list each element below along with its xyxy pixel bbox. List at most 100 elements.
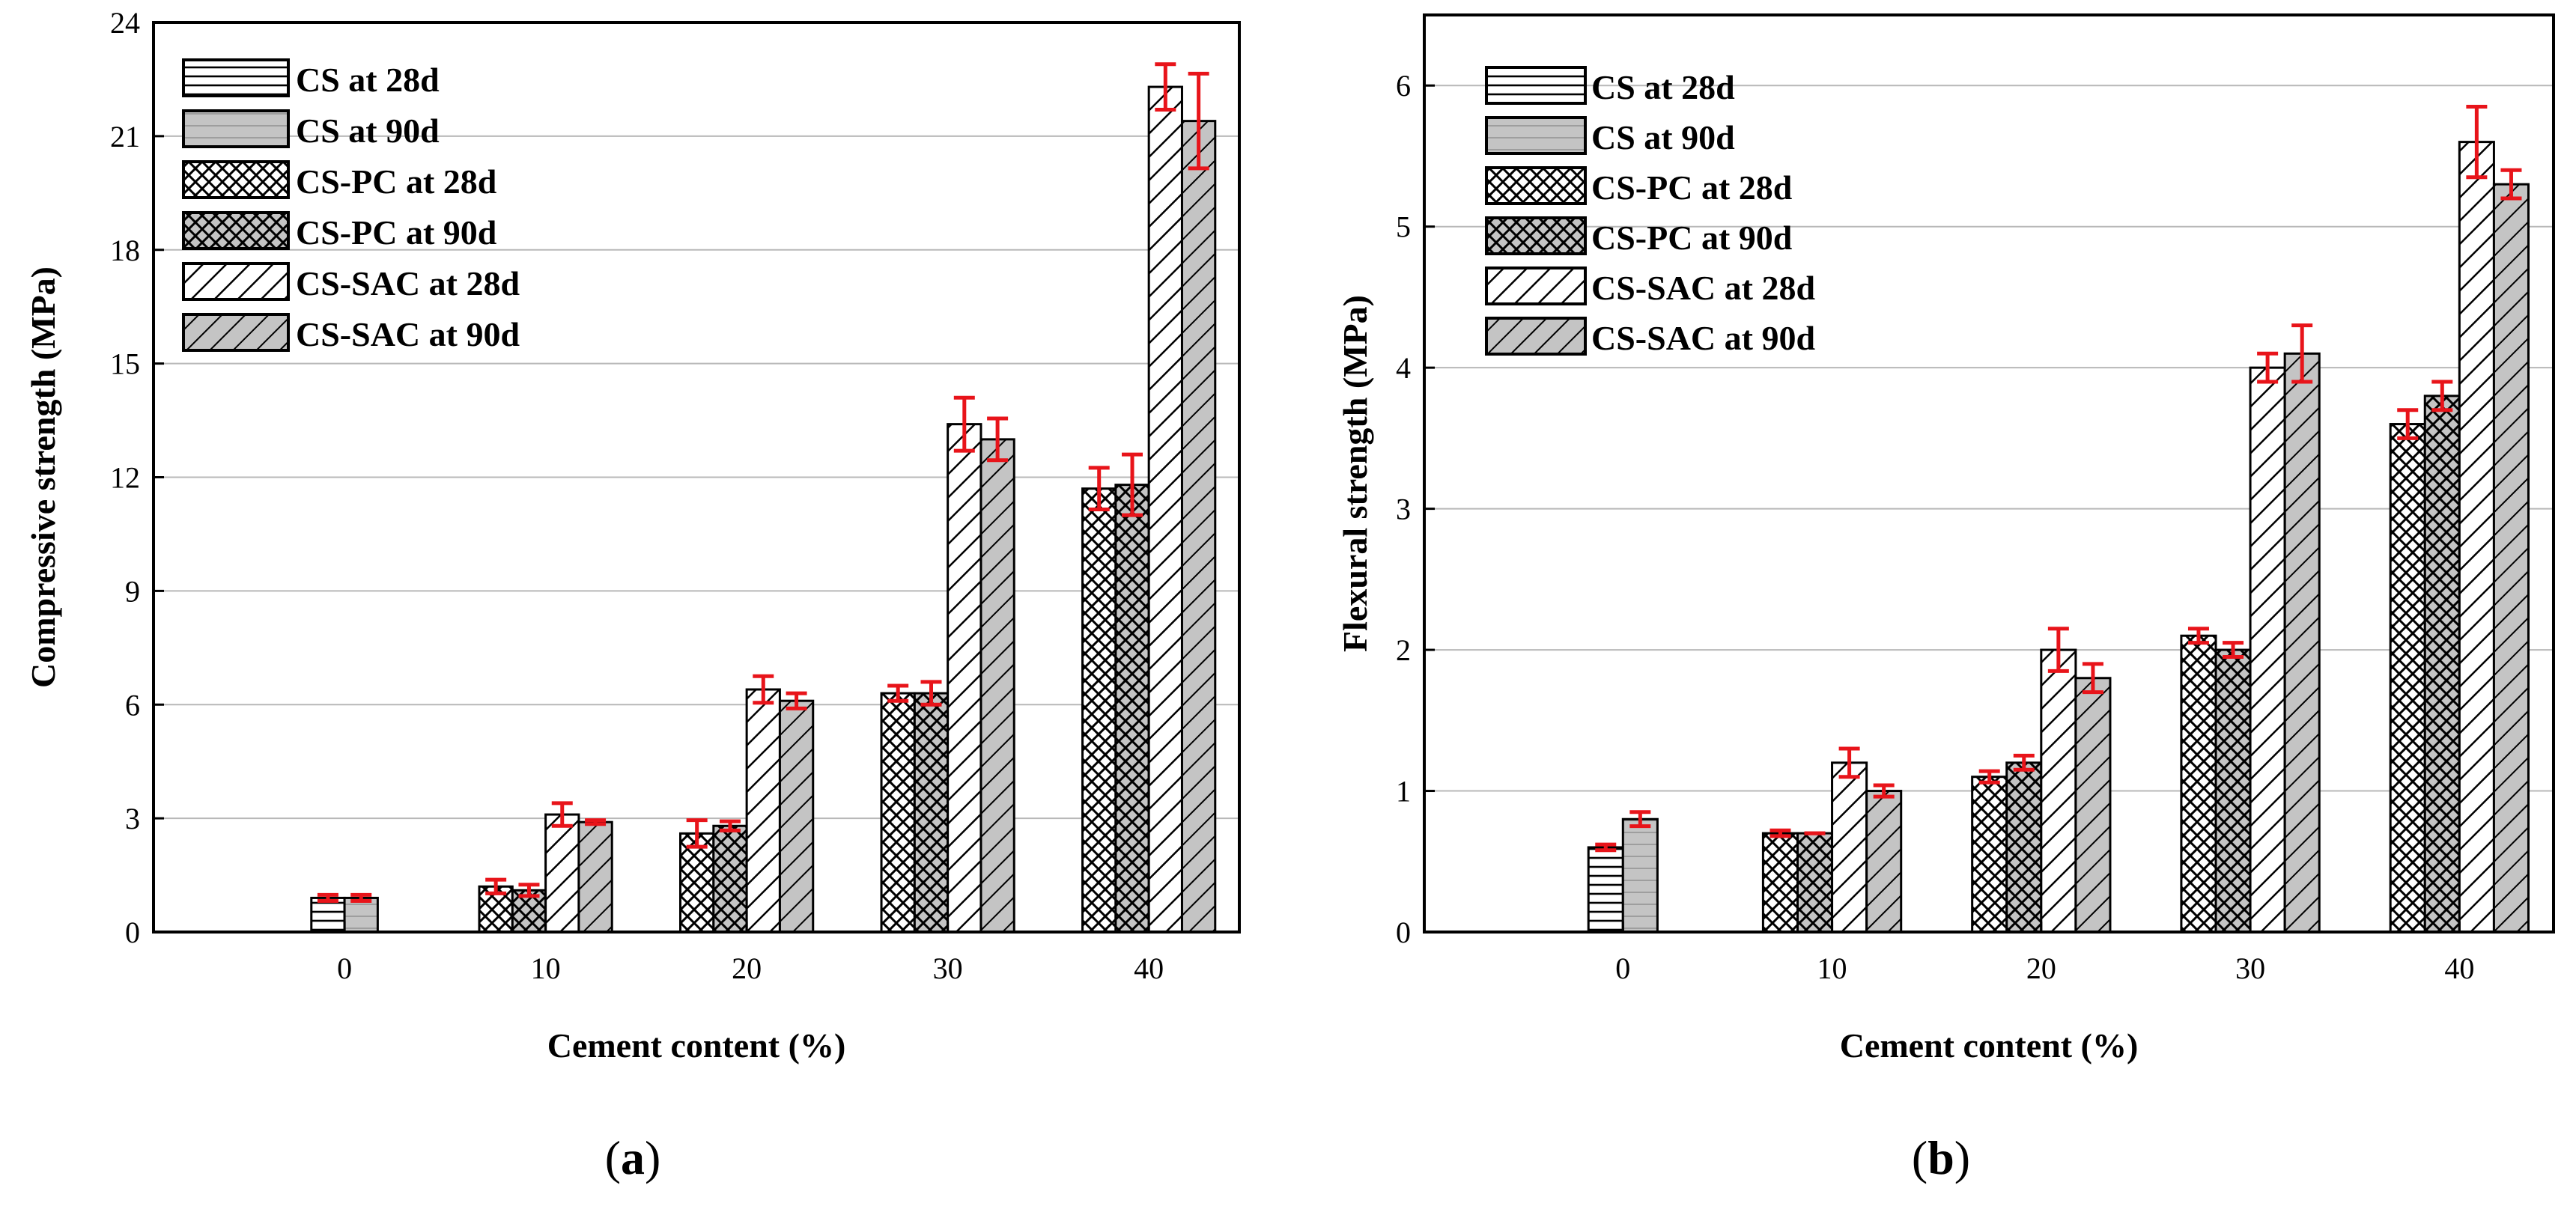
error-bar-cs-sac-at-28d-40 — [1155, 62, 1176, 112]
error-bar-cs-sac-at-90d-20 — [2082, 662, 2103, 695]
panel-caption: (b) — [1912, 1131, 1970, 1184]
y-tick-label: 21 — [110, 120, 140, 153]
legend-label: CS-PC at 28d — [296, 162, 497, 201]
legend-item-cs-pc-at-28d: CS-PC at 28d — [182, 160, 497, 201]
legend-swatch — [1485, 66, 1587, 105]
panel-caption: (a) — [605, 1131, 661, 1184]
bar-cs-sac-at-28d-10 — [544, 813, 580, 934]
bar-cs-sac-at-90d-30 — [979, 438, 1015, 934]
legend-item-cs-pc-at-90d: CS-PC at 90d — [182, 211, 497, 252]
error-bar-cs-sac-at-28d-10 — [551, 801, 573, 828]
x-axis-label: Cement content (%) — [547, 1026, 846, 1065]
bar-cs-at-90d-0 — [343, 896, 379, 934]
legend-label: CS-SAC at 90d — [1591, 319, 1815, 357]
legend-swatch — [1485, 267, 1587, 305]
legend-swatch — [182, 58, 290, 97]
plot-frame — [1423, 13, 2555, 934]
bar-cs-pc-at-28d-20 — [1971, 776, 2008, 934]
legend-label: CS at 28d — [1591, 68, 1735, 106]
y-tick-label: 9 — [125, 574, 140, 608]
x-axis-label: Cement content (%) — [1840, 1026, 2139, 1065]
x-axis-ticks: 0 10 20 30 40 — [337, 922, 1164, 985]
error-bar-cs-pc-at-28d-30 — [2187, 627, 2209, 645]
bar-cs-sac-at-28d-10 — [1831, 761, 1868, 934]
error-bar-cs-at-28d-0 — [1595, 842, 1617, 853]
x-tick-label: 0 — [337, 951, 352, 985]
legend-label: CS-PC at 90d — [1591, 219, 1793, 257]
legend-label: CS-SAC at 28d — [1591, 269, 1815, 307]
bar-cs-sac-at-90d-30 — [2283, 352, 2321, 934]
legend-item-cs-at-90d: CS at 90d — [1485, 116, 1735, 156]
y-tick-label: 15 — [110, 347, 140, 381]
legend-item-cs-sac-at-28d: CS-SAC at 28d — [1485, 267, 1815, 307]
y-tick-label: 1 — [1396, 775, 1411, 808]
panel-caption-letter: b — [1928, 1131, 1954, 1184]
y-axis-ticks: 0 1 2 3 4 5 6 — [1396, 69, 1435, 949]
legend-swatch — [1485, 166, 1587, 205]
y-tick-label: 2 — [1396, 633, 1411, 667]
bar-cs-sac-at-90d-40 — [2492, 183, 2530, 934]
x-tick-label: 0 — [1615, 951, 1630, 985]
legend-item-cs-pc-at-90d: CS-PC at 90d — [1485, 216, 1793, 257]
bar-cs-pc-at-90d-30 — [913, 692, 950, 934]
panel-caption-letter: a — [621, 1131, 645, 1184]
bar-cs-sac-at-90d-20 — [2074, 677, 2112, 934]
legend-swatch — [182, 211, 290, 250]
legend-label: CS at 28d — [296, 61, 440, 99]
legend-label: CS-PC at 28d — [1591, 168, 1793, 207]
legend: CS at 28d CS at 90d CS-PC at 28d CS-PC at 9… — [182, 58, 520, 353]
error-bar-cs-sac-at-28d-20 — [753, 674, 774, 705]
y-tick-label: 0 — [1396, 916, 1411, 949]
error-bar-cs-sac-at-90d-10 — [585, 818, 607, 826]
error-bar-cs-sac-at-90d-30 — [2291, 323, 2313, 384]
legend-label: CS-SAC at 90d — [296, 315, 520, 353]
bar-cs-sac-at-28d-30 — [947, 423, 982, 934]
error-bar-cs-pc-at-90d-40 — [2431, 380, 2453, 412]
legend-item-cs-at-28d: CS at 28d — [182, 58, 440, 99]
legend: CS at 28d CS at 90d CS-PC at 28d CS-PC at 9… — [1485, 66, 1815, 357]
error-bar-cs-pc-at-28d-30 — [887, 683, 909, 703]
legend-swatch — [182, 109, 290, 148]
bar-cs-sac-at-90d-40 — [1180, 120, 1217, 934]
error-bar-cs-sac-at-90d-30 — [987, 416, 1009, 463]
legend-swatch — [1485, 317, 1587, 356]
error-bar-cs-pc-at-90d-10 — [518, 883, 540, 898]
error-bar-cs-at-28d-0 — [317, 892, 338, 903]
bar-cs-at-28d-0 — [310, 896, 346, 934]
y-tick-label: 0 — [125, 916, 140, 949]
bar-cs-pc-at-90d-10 — [1796, 832, 1834, 934]
x-axis-ticks: 0 10 20 30 40 — [1615, 922, 2474, 985]
y-tick-label: 6 — [1396, 69, 1411, 103]
legend-item-cs-at-28d: CS at 28d — [1485, 66, 1735, 106]
legend-label: CS at 90d — [296, 112, 440, 150]
bar-cs-sac-at-28d-20 — [2040, 648, 2077, 934]
y-tick-label: 5 — [1396, 210, 1411, 244]
x-tick-label: 40 — [2444, 951, 2474, 985]
bars-layer — [310, 85, 1217, 934]
error-bar-cs-sac-at-28d-10 — [1838, 746, 1860, 779]
legend-item-cs-sac-at-90d: CS-SAC at 90d — [182, 313, 520, 353]
error-bar-cs-sac-at-28d-30 — [953, 395, 975, 453]
bar-cs-sac-at-28d-40 — [1147, 85, 1183, 934]
bar-cs-pc-at-90d-30 — [2214, 648, 2252, 934]
bar-cs-pc-at-90d-20 — [2005, 761, 2043, 934]
legend-swatch — [182, 160, 290, 199]
error-bars-layer — [1595, 105, 2522, 853]
bar-cs-sac-at-90d-20 — [778, 699, 815, 934]
error-bar-cs-pc-at-28d-20 — [1978, 769, 2000, 785]
legend-swatch — [182, 313, 290, 352]
x-tick-label: 30 — [933, 951, 963, 985]
error-bar-cs-pc-at-90d-30 — [2223, 641, 2244, 659]
error-bar-cs-sac-at-90d-20 — [786, 691, 807, 710]
bar-cs-pc-at-28d-30 — [880, 692, 916, 934]
gridlines — [154, 135, 1239, 820]
bar-cs-pc-at-28d-40 — [1081, 487, 1117, 934]
bar-cs-pc-at-90d-40 — [2423, 395, 2461, 934]
error-bar-cs-pc-at-28d-10 — [1770, 828, 1791, 838]
bar-cs-sac-at-28d-40 — [2458, 141, 2495, 934]
bar-cs-pc-at-90d-40 — [1114, 484, 1150, 934]
legend-item-cs-pc-at-28d: CS-PC at 28d — [1485, 166, 1793, 207]
error-bar-cs-sac-at-90d-40 — [1188, 71, 1209, 171]
